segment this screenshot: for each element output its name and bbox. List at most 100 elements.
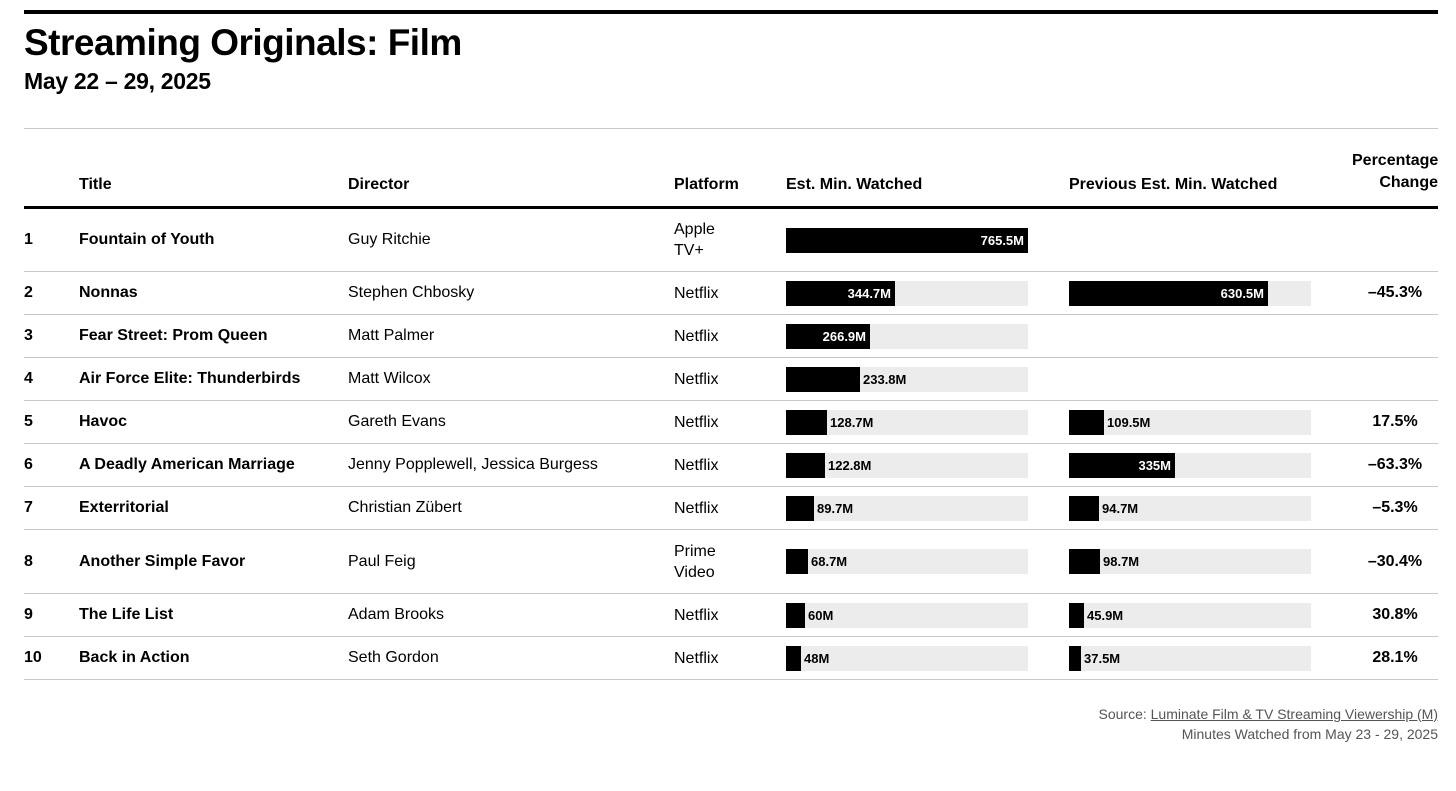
header-row: Title Director Platform Est. Min. Watche… bbox=[24, 144, 1438, 209]
table-row: 7 Exterritorial Christian Zübert Netflix 89.… bbox=[24, 486, 1438, 530]
platform-cell: Netflix bbox=[674, 357, 786, 401]
director-cell: Matt Wilcox bbox=[348, 357, 674, 401]
est-bar bbox=[786, 549, 808, 574]
est-bar bbox=[786, 227, 1028, 253]
est-bar bbox=[786, 366, 860, 392]
prev-bar bbox=[1069, 645, 1081, 671]
prev-bar-cell bbox=[1069, 207, 1352, 272]
director-cell: Stephen Chbosky bbox=[348, 271, 674, 315]
est-bar-track: 344.7M bbox=[786, 280, 1028, 306]
table-row: 10 Back in Action Seth Gordon Netflix 48M 37.… bbox=[24, 636, 1438, 680]
est-bar bbox=[786, 323, 870, 349]
col-header-title: Title bbox=[79, 144, 348, 209]
est-bar bbox=[786, 645, 801, 671]
platform-cell: Netflix bbox=[674, 314, 786, 358]
percentage-change-cell: –30.4% bbox=[1352, 529, 1438, 594]
platform-cell: Netflix bbox=[674, 443, 786, 487]
prev-bar-track: 630.5M bbox=[1069, 280, 1311, 306]
est-bar bbox=[786, 602, 805, 628]
est-bar-cell: 233.8M bbox=[786, 357, 1069, 401]
est-bar-label: 60M bbox=[808, 607, 834, 623]
ranking-table: Title Director Platform Est. Min. Watche… bbox=[24, 144, 1438, 680]
table-row: 3 Fear Street: Prom Queen Matt Palmer Netfl… bbox=[24, 314, 1438, 358]
table-row: 5 Havoc Gareth Evans Netflix 128.7M 109.5M 17.… bbox=[24, 400, 1438, 444]
est-bar bbox=[786, 495, 814, 521]
est-bar-track: 233.8M bbox=[786, 366, 1028, 392]
table-row: 8 Another Simple Favor Paul Feig Prime Vide… bbox=[24, 529, 1438, 594]
est-bar-track: 266.9M bbox=[786, 323, 1028, 349]
prev-bar-cell: 630.5M bbox=[1069, 271, 1352, 315]
platform-cell: Netflix bbox=[674, 271, 786, 315]
col-header-director: Director bbox=[348, 144, 674, 209]
platform-cell: Netflix bbox=[674, 593, 786, 637]
platform-cell: Prime Video bbox=[674, 529, 786, 594]
percentage-change-cell: 28.1% bbox=[1352, 636, 1438, 680]
rank-cell: 1 bbox=[24, 207, 79, 272]
rank-cell: 6 bbox=[24, 443, 79, 487]
percentage-change-cell: –45.3% bbox=[1352, 271, 1438, 315]
est-bar-track: 128.7M bbox=[786, 409, 1028, 435]
percentage-change-cell: 17.5% bbox=[1352, 400, 1438, 444]
prev-bar-label: 98.7M bbox=[1103, 554, 1140, 569]
top-rule bbox=[24, 10, 1438, 14]
title-cell: Havoc bbox=[79, 400, 348, 444]
percentage-change-cell bbox=[1352, 357, 1438, 401]
prev-bar-track: 98.7M bbox=[1069, 549, 1311, 574]
prev-bar-cell: 109.5M bbox=[1069, 400, 1352, 444]
est-bar-track: 122.8M bbox=[786, 452, 1028, 478]
prev-bar bbox=[1069, 452, 1175, 478]
prev-bar-cell: 94.7M bbox=[1069, 486, 1352, 530]
est-bar-track: 765.5M bbox=[786, 227, 1028, 253]
table-row: 1 Fountain of Youth Guy Ritchie Apple TV+ 76… bbox=[24, 207, 1438, 272]
est-bar-cell: 128.7M bbox=[786, 400, 1069, 444]
prev-bar-label: 630.5M bbox=[1220, 285, 1264, 301]
title-cell: Back in Action bbox=[79, 636, 348, 680]
platform-cell: Netflix bbox=[674, 486, 786, 530]
prev-bar-cell: 335M bbox=[1069, 443, 1352, 487]
est-bar-cell: 68.7M bbox=[786, 529, 1069, 594]
title-cell: Fear Street: Prom Queen bbox=[79, 314, 348, 358]
director-cell: Jenny Popplewell, Jessica Burgess bbox=[348, 443, 674, 487]
prev-bar bbox=[1069, 602, 1084, 628]
director-cell: Paul Feig bbox=[348, 529, 674, 594]
prev-bar bbox=[1069, 495, 1099, 521]
title-cell: Another Simple Favor bbox=[79, 529, 348, 594]
col-header-rank bbox=[24, 144, 79, 209]
est-bar-track: 68.7M bbox=[786, 549, 1028, 574]
rank-cell: 7 bbox=[24, 486, 79, 530]
director-cell: Guy Ritchie bbox=[348, 207, 674, 272]
chart-title: Streaming Originals: Film bbox=[24, 22, 462, 63]
title-cell: Air Force Elite: Thunderbirds bbox=[79, 357, 348, 401]
prev-bar-cell: 37.5M bbox=[1069, 636, 1352, 680]
est-bar-track: 89.7M bbox=[786, 495, 1028, 521]
percentage-change-cell bbox=[1352, 207, 1438, 272]
header-rule bbox=[24, 128, 1438, 129]
source-link[interactable]: Luminate Film & TV Streaming Viewership … bbox=[1150, 706, 1438, 722]
prev-bar bbox=[1069, 280, 1268, 306]
prev-bar-track: 94.7M bbox=[1069, 495, 1311, 521]
title-cell: A Deadly American Marriage bbox=[79, 443, 348, 487]
source-note: Source: Luminate Film & TV Streaming Vie… bbox=[1099, 704, 1439, 744]
est-bar bbox=[786, 280, 895, 306]
platform-cell: Apple TV+ bbox=[674, 207, 786, 272]
source-line: Source: Luminate Film & TV Streaming Vie… bbox=[1099, 704, 1439, 724]
table-body: 1 Fountain of Youth Guy Ritchie Apple TV+ 76… bbox=[24, 207, 1438, 680]
col-header-percentage-change: Percentage Change bbox=[1352, 144, 1438, 209]
col-header-prev-est-min-watched: Previous Est. Min. Watched bbox=[1069, 144, 1352, 209]
rank-cell: 4 bbox=[24, 357, 79, 401]
director-cell: Seth Gordon bbox=[348, 636, 674, 680]
est-bar-label: 89.7M bbox=[817, 500, 854, 516]
rank-cell: 5 bbox=[24, 400, 79, 444]
title-cell: Nonnas bbox=[79, 271, 348, 315]
table-row: 4 Air Force Elite: Thunderbirds Matt Wilco… bbox=[24, 357, 1438, 401]
source-prefix: Source: bbox=[1098, 706, 1151, 722]
prev-bar-cell bbox=[1069, 357, 1352, 401]
chart-subtitle: May 22 – 29, 2025 bbox=[24, 68, 211, 94]
prev-bar-track: 109.5M bbox=[1069, 409, 1311, 435]
est-bar-cell: 60M bbox=[786, 593, 1069, 637]
est-bar bbox=[786, 452, 825, 478]
est-bar-label: 765.5M bbox=[980, 232, 1024, 248]
prev-bar-label: 37.5M bbox=[1084, 650, 1121, 666]
est-bar-cell: 122.8M bbox=[786, 443, 1069, 487]
